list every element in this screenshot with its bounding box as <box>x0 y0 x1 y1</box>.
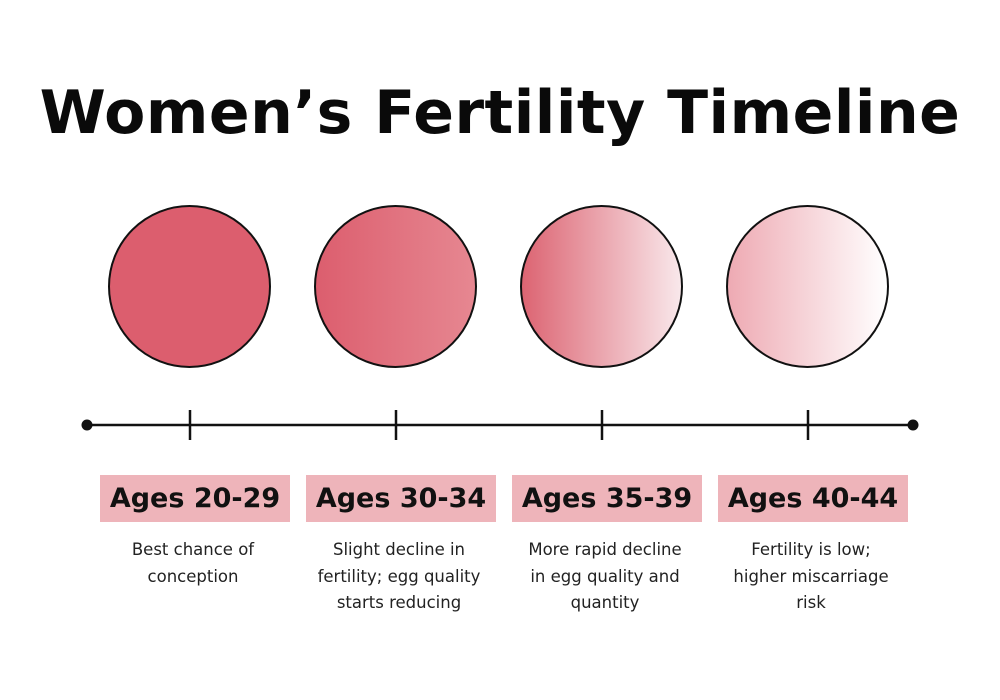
description-line: Best chance of <box>131 540 255 559</box>
stage-circle-4 <box>726 205 889 368</box>
ages-label-3: Ages 35-39 <box>512 475 702 522</box>
description-line: conception <box>147 566 239 586</box>
timeline-axis <box>81 410 919 440</box>
description-line: Fertility is low; <box>751 540 871 559</box>
description-line: in egg quality and <box>530 566 680 586</box>
stage-description-2: Slight decline in fertility; egg quality… <box>304 537 494 617</box>
description-line: risk <box>796 593 826 612</box>
description-line: fertility; egg quality <box>317 566 481 586</box>
stage-circle-3 <box>520 205 683 368</box>
stage-description-1: Best chance of conception <box>98 537 288 590</box>
stage-description-4: Fertility is low; higher miscarriage ris… <box>716 537 906 617</box>
stage-description-3: More rapid decline in egg quality and qu… <box>510 537 700 617</box>
description-line: quantity <box>570 593 640 612</box>
description-line: starts reducing <box>336 593 462 612</box>
ages-label-2: Ages 30-34 <box>306 475 496 522</box>
timeline-start-dot <box>81 419 93 431</box>
description-line: Slight decline in <box>332 540 466 559</box>
ages-label-4: Ages 40-44 <box>718 475 908 522</box>
ages-label-1: Ages 20-29 <box>100 475 290 522</box>
description-line: More rapid decline <box>528 540 682 559</box>
stage-circle-1 <box>108 205 271 368</box>
stage-circle-2 <box>314 205 477 368</box>
timeline-end-dot <box>907 419 919 431</box>
description-line: higher miscarriage <box>733 566 889 586</box>
page-title: Women’s Fertility Timeline <box>39 78 961 148</box>
